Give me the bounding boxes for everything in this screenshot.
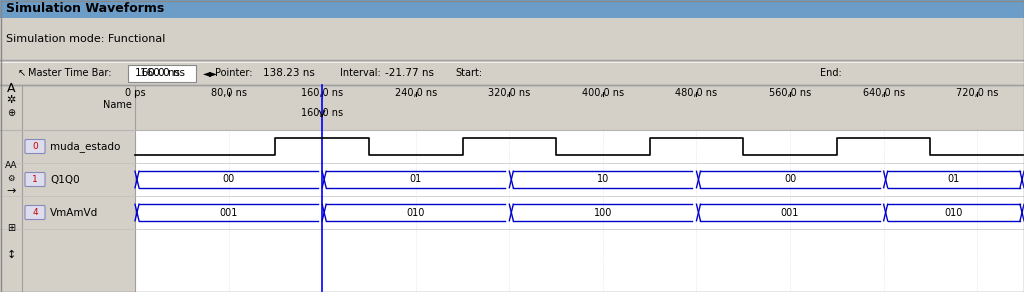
FancyBboxPatch shape: [25, 173, 45, 187]
Text: End:: End:: [820, 69, 842, 79]
Text: ✲: ✲: [6, 95, 15, 105]
Bar: [135, 130, 1024, 292]
Text: 00: 00: [784, 175, 797, 185]
Text: Q1Q0: Q1Q0: [50, 175, 80, 185]
Text: 320,0 ns: 320,0 ns: [488, 88, 530, 98]
Text: ⚙: ⚙: [7, 173, 14, 182]
FancyBboxPatch shape: [25, 140, 45, 154]
Text: -21.77 ns: -21.77 ns: [385, 69, 434, 79]
Bar: [0, 62, 1024, 85]
Text: 720,0 ns: 720,0 ns: [956, 88, 998, 98]
Text: 0: 0: [32, 142, 38, 151]
Bar: [0, 18, 1024, 60]
Text: 01: 01: [410, 175, 422, 185]
Text: muda_estado: muda_estado: [50, 141, 121, 152]
Text: VmAmVd: VmAmVd: [50, 208, 98, 218]
Text: ↖: ↖: [18, 69, 27, 79]
Text: 00: 00: [222, 175, 234, 185]
Text: 138.23 ns: 138.23 ns: [263, 69, 314, 79]
Bar: [135, 196, 1024, 229]
Text: Interval:: Interval:: [340, 69, 381, 79]
Text: 1: 1: [32, 175, 38, 184]
Text: Simulation mode: Functional: Simulation mode: Functional: [6, 34, 165, 44]
Text: 010: 010: [407, 208, 425, 218]
Text: Pointer:: Pointer:: [215, 69, 253, 79]
Bar: [0, 130, 1024, 163]
Bar: [0, 85, 22, 292]
Text: 160.0 ns: 160.0 ns: [135, 69, 180, 79]
Text: 10: 10: [597, 175, 609, 185]
Bar: [135, 130, 1024, 163]
Text: ⊕: ⊕: [7, 108, 15, 118]
Text: A: A: [7, 81, 15, 95]
Text: Simulation Waveforms: Simulation Waveforms: [6, 3, 164, 15]
Text: ↕: ↕: [6, 250, 15, 260]
Text: 4: 4: [32, 208, 38, 217]
Text: 480,0 ns: 480,0 ns: [676, 88, 718, 98]
Text: 001: 001: [219, 208, 238, 218]
Text: 01: 01: [947, 175, 959, 185]
Text: 640,0 ns: 640,0 ns: [862, 88, 904, 98]
FancyBboxPatch shape: [25, 206, 45, 220]
Bar: [128, 65, 196, 82]
Text: Start:: Start:: [455, 69, 482, 79]
Text: ◄►: ◄►: [203, 69, 218, 79]
Text: 160.0 ns: 160.0 ns: [139, 69, 184, 79]
Text: 560,0 ns: 560,0 ns: [769, 88, 811, 98]
Text: 160,0 ns: 160,0 ns: [301, 108, 343, 118]
Text: 80,0 ns: 80,0 ns: [211, 88, 247, 98]
Text: 0 ps: 0 ps: [125, 88, 145, 98]
Text: 100: 100: [594, 208, 612, 218]
Bar: [0, 196, 1024, 229]
Text: Name: Name: [103, 100, 132, 110]
Bar: [0, 0, 1024, 18]
Text: →: →: [6, 186, 15, 196]
Text: AA: AA: [5, 161, 17, 169]
Text: 240,0 ns: 240,0 ns: [394, 88, 437, 98]
Bar: [135, 163, 1024, 196]
Text: ⊞: ⊞: [7, 223, 15, 233]
Bar: [0, 163, 1024, 196]
Bar: [22, 85, 135, 292]
Text: 160,0 ns: 160,0 ns: [301, 88, 343, 98]
Text: 001: 001: [781, 208, 800, 218]
Text: 010: 010: [944, 208, 963, 218]
Text: Master Time Bar:: Master Time Bar:: [28, 69, 112, 79]
Bar: [135, 85, 1024, 130]
Text: 400,0 ns: 400,0 ns: [582, 88, 624, 98]
